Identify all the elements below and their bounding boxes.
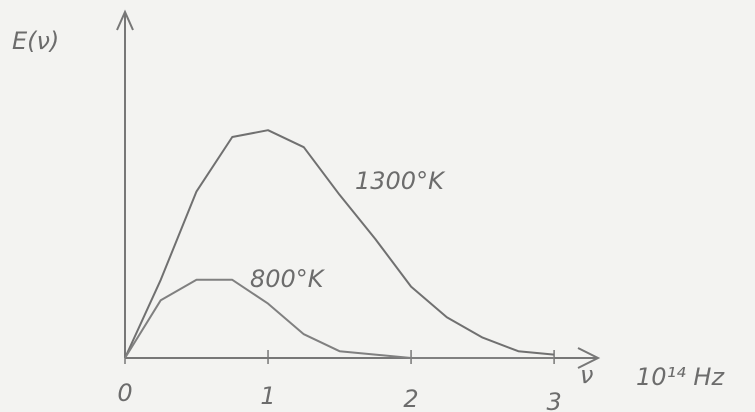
x-unit: 10¹⁴ Hz (636, 363, 725, 391)
curve-label: 800°K (250, 265, 326, 293)
x-tick-label: 2 (403, 385, 418, 412)
curve-label: 1300°K (355, 167, 446, 195)
chart: E(ν) ν 10¹⁴ Hz 0 1 2 3 1300°K 800°K (0, 0, 755, 412)
y-axis-label: E(ν) (12, 27, 59, 55)
x-tick-label: 1 (260, 382, 275, 410)
x-tick-label: 0 (117, 379, 132, 407)
x-axis-label: ν (580, 361, 593, 389)
paper (0, 0, 755, 412)
x-tick-label: 3 (546, 388, 561, 412)
